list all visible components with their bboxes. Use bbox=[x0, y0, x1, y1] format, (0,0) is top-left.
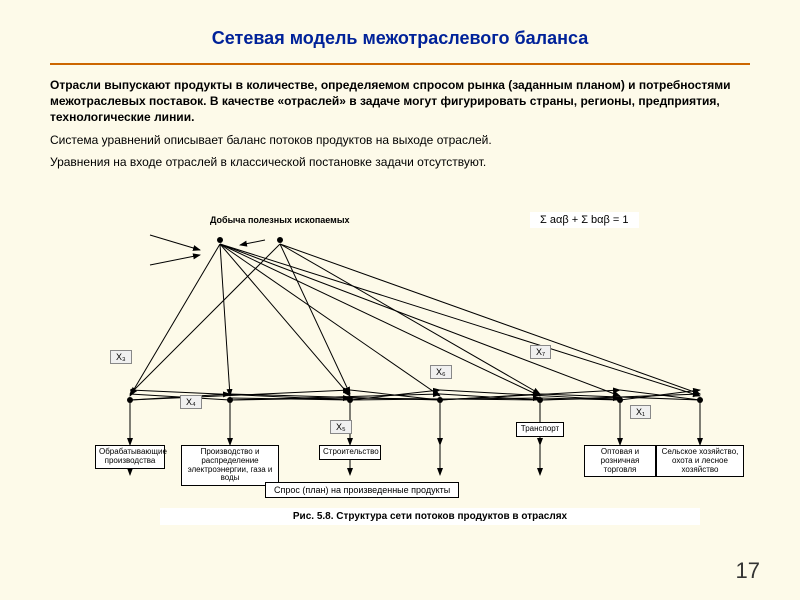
body-text: Отрасли выпускают продукты в количестве,… bbox=[50, 77, 750, 170]
var-label-6: X₁ bbox=[630, 405, 651, 419]
paragraph-3: Уравнения на входе отраслей в классическ… bbox=[50, 154, 750, 170]
sector-label-4: Транспорт bbox=[516, 422, 564, 437]
var-label-0: X₃ bbox=[110, 350, 132, 364]
page-number: 17 bbox=[736, 558, 760, 584]
sector-label-2: Строительство bbox=[319, 445, 381, 460]
figure-caption: Рис. 5.8. Структура сети потоков продукт… bbox=[160, 508, 700, 525]
formula: Σ aαβ + Σ bαβ = 1 bbox=[530, 212, 639, 228]
top-node-label: Добыча полезных ископаемых bbox=[210, 215, 350, 225]
sector-label-1: Производство и распределение электроэнер… bbox=[181, 445, 279, 486]
network-diagram: Добыча полезных ископаемых Σ aαβ + Σ bαβ… bbox=[60, 210, 760, 540]
demand-label: Спрос (план) на произведенные продукты bbox=[265, 482, 459, 498]
var-label-1: X₄ bbox=[180, 395, 202, 409]
sector-label-0: Обрабатывающие производства bbox=[95, 445, 165, 469]
sector-label-6: Сельское хозяйство, охота и лесное хозяй… bbox=[656, 445, 744, 477]
page-title: Сетевая модель межотраслевого баланса bbox=[0, 0, 800, 49]
paragraph-2: Система уравнений описывает баланс поток… bbox=[50, 132, 750, 148]
var-label-4: X₇ bbox=[530, 345, 551, 359]
sector-label-5: Оптовая и розничная торговля bbox=[584, 445, 656, 477]
var-label-3: X₆ bbox=[430, 365, 452, 379]
title-divider bbox=[50, 63, 750, 65]
paragraph-1: Отрасли выпускают продукты в количестве,… bbox=[50, 77, 750, 126]
var-label-2: X₅ bbox=[330, 420, 352, 434]
